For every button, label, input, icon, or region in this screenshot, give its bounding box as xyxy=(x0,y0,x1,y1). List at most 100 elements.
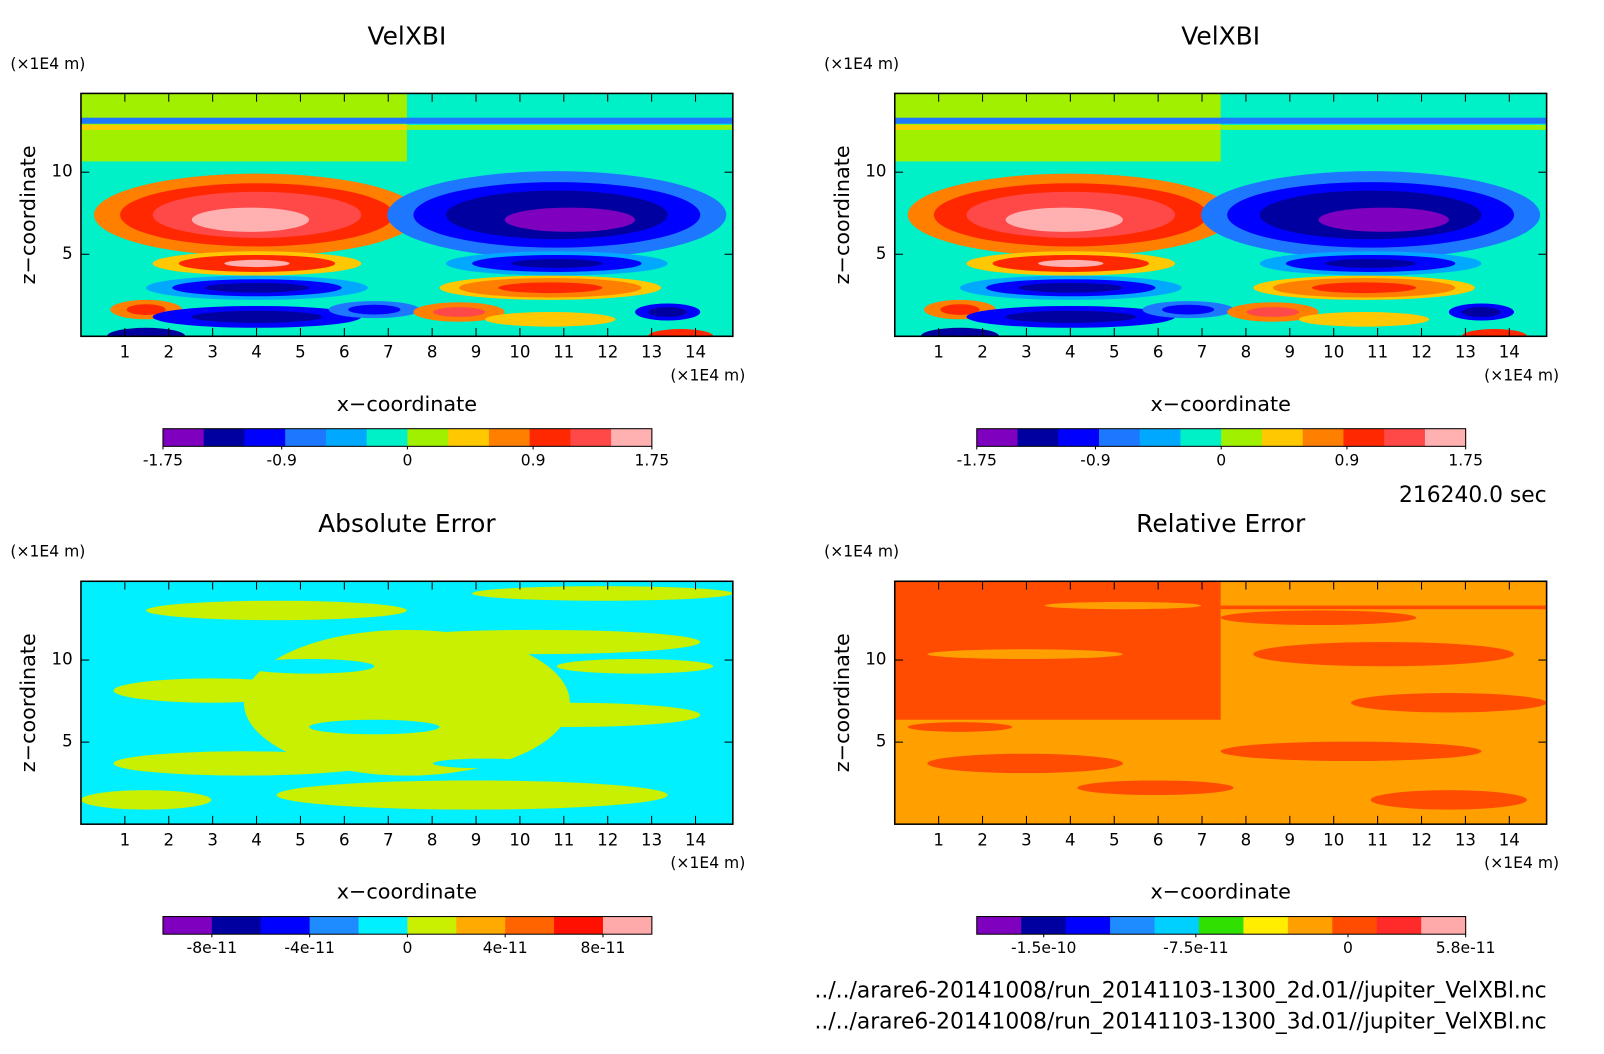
x-tick-label: 4 xyxy=(251,342,262,361)
colorbar-swatch xyxy=(407,916,457,935)
contour-region xyxy=(80,124,407,130)
colorbar-swatch xyxy=(260,916,311,935)
contour-region xyxy=(472,586,733,601)
colorbar-swatch xyxy=(1017,428,1059,447)
y-axis-label: z−coordinate xyxy=(830,145,854,284)
contour-region xyxy=(224,259,290,268)
colorbar-swatch xyxy=(529,428,571,447)
x-tick-label: 1 xyxy=(933,830,944,849)
contour-region xyxy=(1311,282,1417,294)
x-tick-label: 5 xyxy=(1109,342,1120,361)
colorbar-swatch xyxy=(554,916,604,935)
x-tick-label: 5 xyxy=(1109,830,1120,849)
colorbar-tick-label: 8e-11 xyxy=(581,939,626,957)
colorbar-swatch xyxy=(1198,916,1244,935)
colorbar-tick-label: -1.75 xyxy=(957,451,997,469)
panel: VelXBI (×1E4 m) (×1E4 m) x−coordinate z−coor… xyxy=(10,21,745,469)
x-tick-label: 4 xyxy=(1065,342,1076,361)
x-tick-label: 3 xyxy=(1021,830,1032,849)
colorbar-swatch xyxy=(1098,428,1141,447)
x-tick-label: 9 xyxy=(471,342,482,361)
colorbar-swatch xyxy=(203,428,245,447)
x-tick-label: 5 xyxy=(295,342,306,361)
x-tick-label: 1 xyxy=(933,342,944,361)
x-tick-label: 5 xyxy=(295,830,306,849)
x-tick-label: 12 xyxy=(1411,342,1432,361)
canvas: 216240.0 sec ../../arare6-20141008/run_2… xyxy=(10,21,1559,1034)
colorbar-tick-label: 1.75 xyxy=(1448,451,1483,469)
colorbar-swatch xyxy=(976,916,1022,935)
x-tick-label: 6 xyxy=(339,830,350,849)
colorbar-swatch xyxy=(1065,916,1111,935)
colorbar-tick-label: 0 xyxy=(1216,451,1226,469)
contour-region xyxy=(1005,207,1123,232)
contour-region xyxy=(348,304,401,315)
x-tick-label: 6 xyxy=(1153,342,1164,361)
x-tick-label: 10 xyxy=(509,342,530,361)
colorbar-swatch xyxy=(1058,428,1100,447)
colorbar-swatch xyxy=(611,428,653,447)
contour-region xyxy=(511,259,603,268)
contour-region xyxy=(126,304,166,315)
x-tick-label: 3 xyxy=(1021,342,1032,361)
contour-region xyxy=(1220,610,1417,626)
y-unit: (×1E4 m) xyxy=(824,543,899,561)
y-axis-label: z−coordinate xyxy=(830,633,854,772)
x-axis-label: x−coordinate xyxy=(337,392,477,416)
x-tick-label: 9 xyxy=(471,830,482,849)
colorbar-swatch xyxy=(309,916,360,935)
contour-region xyxy=(406,124,733,130)
x-tick-label: 2 xyxy=(163,342,174,361)
colorbar-swatch xyxy=(1139,428,1181,447)
x-unit: (×1E4 m) xyxy=(1484,854,1559,872)
colorbar-swatch xyxy=(1221,428,1263,447)
x-tick-label: 7 xyxy=(383,830,394,849)
y-tick-label: 10 xyxy=(52,162,73,181)
x-axis-label: x−coordinate xyxy=(1151,392,1291,416)
contour-region xyxy=(1253,642,1515,667)
contour-region xyxy=(204,282,310,293)
contour-region xyxy=(927,649,1123,660)
x-unit: (×1E4 m) xyxy=(1484,366,1559,384)
colorbar-swatch xyxy=(358,916,408,935)
contour-region xyxy=(1318,207,1449,232)
y-tick-label: 5 xyxy=(62,732,73,751)
x-tick-label: 9 xyxy=(1285,342,1296,361)
colorbar-swatch xyxy=(162,428,205,447)
x-tick-label: 14 xyxy=(685,342,706,361)
colorbar-swatch xyxy=(488,428,531,447)
y-tick-label: 5 xyxy=(876,732,887,751)
plot-frame xyxy=(80,92,734,338)
colorbar-swatch xyxy=(456,916,506,935)
colorbar-swatch xyxy=(1343,428,1385,447)
x-tick-label: 8 xyxy=(427,342,438,361)
colorbar-tick-label: 0 xyxy=(402,939,412,957)
x-axis-label: x−coordinate xyxy=(337,880,477,904)
contour-region xyxy=(276,780,668,810)
colorbar-swatch xyxy=(285,428,327,447)
plot-frame xyxy=(893,580,1548,825)
y-axis-label: z−coordinate xyxy=(16,633,40,772)
contour-region xyxy=(1220,741,1482,762)
contour-region xyxy=(1351,693,1547,713)
contour-region xyxy=(113,678,310,703)
contour-region xyxy=(1220,605,1547,610)
colorbar-swatch xyxy=(976,428,1019,447)
y-unit: (×1E4 m) xyxy=(824,55,899,73)
colorbar-swatch xyxy=(1376,916,1422,935)
colorbar-tick-label: 5.8e-11 xyxy=(1436,939,1496,957)
file-path: ../../arare6-20141008/run_20141103-1300_… xyxy=(814,978,1546,1003)
x-tick-label: 2 xyxy=(977,342,988,361)
contour-region xyxy=(1018,282,1123,293)
contour-field xyxy=(894,93,1547,337)
contour-region xyxy=(1038,259,1104,268)
colorbar-tick-label: -0.9 xyxy=(267,451,297,469)
contour-region xyxy=(920,327,1000,337)
panel-title: Absolute Error xyxy=(318,509,496,538)
x-tick-label: 11 xyxy=(553,342,574,361)
x-tick-label: 2 xyxy=(163,830,174,849)
colorbar-tick-label: 1.75 xyxy=(635,451,670,469)
colorbar-swatch xyxy=(570,428,612,447)
colorbar-tick-label: -8e-11 xyxy=(187,939,238,957)
x-tick-label: 13 xyxy=(641,830,662,849)
